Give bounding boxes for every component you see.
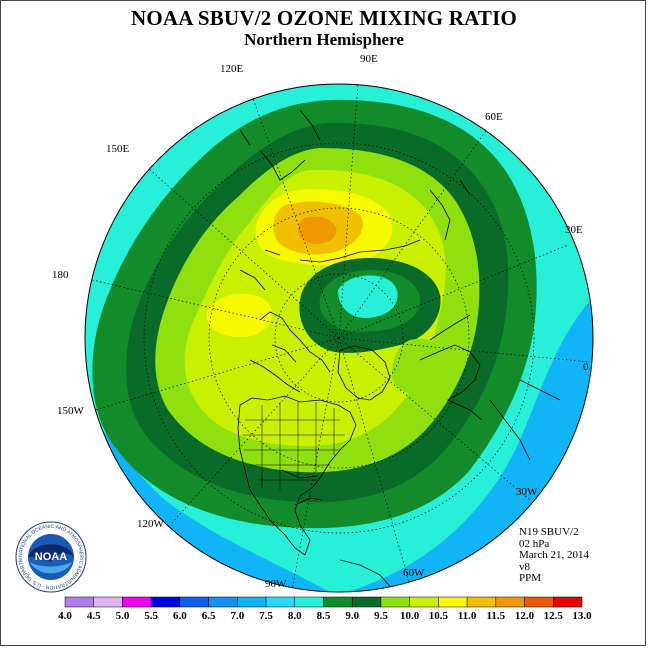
siberia-coast [239, 239, 421, 291]
colorbar: 4.0 4.5 5.0 5.5 6.0 6.5 7.0 7.5 8.0 8.5 9.0 9.5 10.0… [58, 596, 592, 622]
colorbar-swatch [495, 596, 525, 608]
label-180: 180 [52, 269, 69, 281]
noaa-logo: NOAA NATIONAL OCEANIC AND ATMOSPHERIC AD… [12, 516, 88, 599]
colorbar-swatch [409, 596, 439, 608]
colorbar-tick-label: 9.5 [374, 610, 388, 622]
colorbar-swatch [208, 596, 238, 608]
colorbar-tick-label: 13.0 [572, 610, 592, 622]
label-60w: 60W [403, 567, 425, 579]
south-america-coast [339, 559, 396, 592]
label-90e: 90E [360, 53, 378, 65]
meridian-60w [338, 337, 411, 586]
noaa-logo-emblem: NOAA NATIONAL OCEANIC AND ATMOSPHERIC AD… [12, 516, 87, 593]
info-date: March 21, 2014 [519, 549, 589, 561]
ozone-field [85, 84, 593, 592]
colorbar-tick-label: 6.5 [202, 610, 216, 622]
band-9-5-southeast [391, 338, 451, 395]
latitude-circle-50n [208, 207, 470, 469]
us-state-borders [243, 402, 345, 490]
band-11-5 [297, 216, 337, 244]
meridian-30w [338, 337, 531, 501]
info-version: v8 [519, 560, 530, 573]
meridian-90e [338, 84, 359, 339]
band-10-5-west [206, 293, 273, 338]
colorbar-swatch [323, 596, 353, 608]
meridian-60e [338, 127, 489, 339]
colorbar-tick-label: 8.0 [288, 610, 302, 622]
colorbar-tick-label: 5.5 [144, 610, 158, 622]
colorbar-tick-label: 6.0 [173, 610, 187, 622]
colorbar-swatch [265, 596, 296, 608]
label-60e: 60E [485, 111, 503, 123]
label-120e: 120E [220, 63, 244, 75]
label-30e: 30E [565, 224, 583, 236]
colorbar-tick-label: 4.5 [87, 610, 101, 622]
north-america-coast [237, 395, 357, 556]
product-info: N19 SBUV/2 02 hPa March 21, 2014 v8 PPM [519, 526, 589, 585]
meridian-150w [94, 337, 340, 411]
colorbar-tick-label: 5.0 [116, 610, 130, 622]
colorbar-swatch [294, 596, 324, 608]
label-120w: 120W [137, 518, 165, 530]
colorbar-tick-label: 10.0 [400, 610, 420, 622]
colorbar-tick-label: 4.0 [58, 610, 72, 622]
africa-coast [489, 379, 561, 461]
gulf-coast [281, 469, 323, 506]
colorbar-swatch [93, 596, 123, 608]
low-core-8-0 [338, 275, 398, 318]
colorbar-swatch [179, 596, 209, 608]
latitude-circle-70n [274, 273, 404, 403]
label-0: 0 [583, 361, 589, 373]
colorbar-tick-label: 9.0 [345, 610, 359, 622]
longitude-labels: 90E 120E 60E 150E 30E 180 0 150W 30W 120… [52, 53, 589, 590]
colorbar-tick-label: 12.0 [515, 610, 535, 622]
meridian-30e [338, 244, 569, 339]
colorbar-tick-label: 10.5 [429, 610, 449, 622]
meridian-150e [147, 167, 340, 339]
colorbar-swatch [122, 596, 152, 608]
info-units: PPM [519, 572, 542, 584]
meridian-90w [291, 337, 340, 591]
map-title: NOAA SBUV/2 OZONE MIXING RATIO [131, 6, 517, 30]
label-150e: 150E [106, 143, 130, 155]
colorbar-tick-label: 11.0 [458, 610, 477, 622]
colorbar-tick-label: 12.5 [544, 610, 564, 622]
logo-text: NOAA [35, 551, 67, 563]
map-outline [84, 83, 594, 593]
label-30w: 30W [516, 486, 538, 498]
greenland-coast [337, 345, 391, 401]
colorbar-tick-label: 8.5 [317, 610, 331, 622]
colorbar-tick-label: 7.0 [230, 610, 244, 622]
colorbar-swatch [150, 596, 181, 608]
asia-coast [239, 109, 471, 241]
colorbar-swatch [351, 596, 382, 608]
label-150w: 150W [57, 405, 85, 417]
colorbar-swatch [237, 596, 267, 608]
colorbar-swatch [553, 596, 583, 608]
label-90w: 90W [265, 578, 287, 590]
colorbar-swatch [524, 596, 554, 608]
colorbar-swatch [466, 596, 497, 608]
map-subtitle: Northern Hemisphere [244, 30, 404, 49]
colorbar-tick-label: 11.5 [487, 610, 506, 622]
colorbar-swatch [438, 596, 468, 608]
info-level: 02 hPa [519, 537, 550, 550]
latitude-circle-30n [143, 142, 535, 534]
colorbar-tick-label: 7.5 [259, 610, 273, 622]
coastlines [237, 109, 561, 592]
graticule [85, 84, 591, 591]
info-instrument: N19 SBUV/2 [519, 526, 579, 538]
colorbar-swatch [380, 596, 410, 608]
